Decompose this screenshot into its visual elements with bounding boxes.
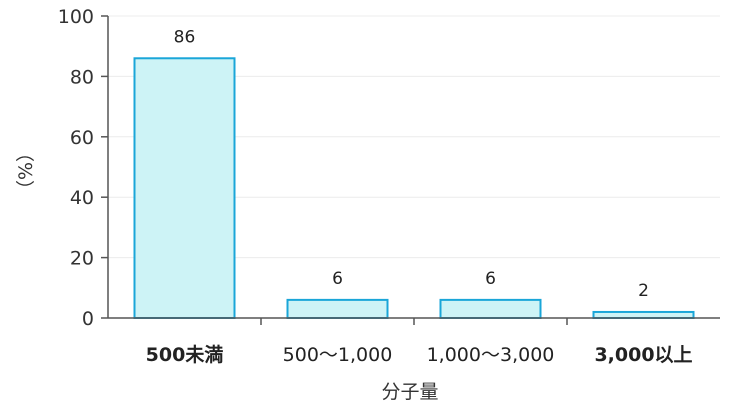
y-tick-label: 0 bbox=[82, 308, 94, 330]
y-tick-label: 40 bbox=[70, 187, 94, 209]
bar bbox=[592, 310, 695, 319]
x-axis-title: 分子量 bbox=[381, 381, 438, 403]
x-category-labels: 500未満 500〜1,000 1,000〜3,000 3,000以上 bbox=[146, 343, 693, 366]
y-tick-label: 100 bbox=[58, 6, 94, 28]
y-tick-labels: 0 20 40 60 80 100 bbox=[58, 6, 94, 330]
data-label: 6 bbox=[332, 269, 343, 289]
category-label: 3,000以上 bbox=[594, 344, 692, 366]
bar bbox=[286, 298, 389, 320]
y-tick-label: 60 bbox=[70, 127, 94, 149]
bars bbox=[133, 57, 695, 320]
y-tick-label: 20 bbox=[70, 248, 94, 270]
y-axis-title: （%） bbox=[15, 143, 37, 199]
axes bbox=[107, 16, 720, 325]
data-label: 2 bbox=[638, 281, 649, 301]
data-label: 86 bbox=[174, 27, 196, 47]
bar bbox=[439, 298, 542, 320]
category-label: 1,000〜3,000 bbox=[427, 344, 555, 366]
data-labels: 86 6 6 2 bbox=[174, 27, 649, 301]
bar bbox=[133, 57, 236, 319]
y-tick-label: 80 bbox=[70, 66, 94, 88]
category-label: 500〜1,000 bbox=[283, 344, 393, 366]
category-label: 500未満 bbox=[146, 343, 224, 366]
data-label: 6 bbox=[485, 269, 496, 289]
